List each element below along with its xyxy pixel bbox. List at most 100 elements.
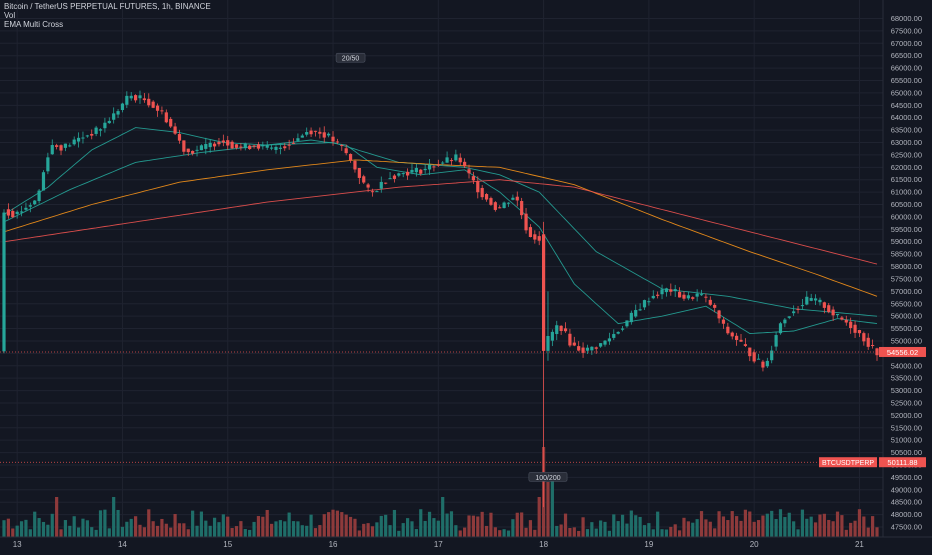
candle-body (142, 98, 146, 101)
candle-body (362, 176, 366, 183)
candle-body (182, 140, 186, 152)
volume-bar (41, 521, 46, 537)
candle-body (563, 328, 568, 332)
candle-body (638, 309, 642, 311)
volume-bar (68, 525, 72, 537)
price-tick-label: 67000.00 (891, 39, 922, 48)
volume-bar (138, 524, 142, 537)
candle-body (493, 202, 497, 210)
volume-bar (642, 525, 647, 537)
price-tick-label: 58000.00 (891, 262, 922, 271)
candle-body (835, 313, 840, 316)
ema-50-line (3, 142, 878, 317)
volume-bar (862, 516, 866, 537)
candle-body (348, 153, 353, 161)
candle-body (735, 335, 739, 340)
volume-bar (634, 515, 638, 537)
price-tick-label: 66000.00 (891, 64, 922, 73)
volume-bar (46, 524, 50, 537)
candle-body (379, 181, 383, 189)
volume-bar (287, 512, 291, 537)
candle-body (85, 135, 89, 137)
candle-body (6, 209, 10, 216)
candle-body (616, 331, 620, 334)
candle-body (160, 110, 164, 112)
volume-bar (28, 529, 32, 537)
volume-bar (217, 522, 221, 537)
candle-body (221, 140, 225, 143)
candle-body (590, 346, 594, 351)
candle-body (634, 310, 638, 317)
volume-bar (76, 527, 81, 537)
candle-body (414, 167, 418, 173)
candle-body (116, 111, 120, 115)
vol-label[interactable]: Vol (4, 11, 16, 20)
symbol-title[interactable]: Bitcoin / TetherUS PERPETUAL FUTURES, 1h… (4, 2, 211, 11)
volume-bar (427, 511, 432, 537)
candle-body (15, 211, 19, 214)
candle-body (98, 129, 103, 131)
volume-bar (533, 529, 537, 537)
volume-bar (506, 530, 511, 537)
candle-body (226, 140, 230, 146)
candle-body (76, 137, 81, 142)
volume-bar (489, 512, 493, 537)
candle-body (405, 171, 410, 176)
candle-body (603, 340, 607, 345)
ema-indicator-label[interactable]: EMA Multi Cross (4, 20, 64, 29)
annotation-label: 20/50 (342, 56, 360, 63)
volume-bar (283, 521, 287, 537)
price-marker-badge[interactable] (879, 346, 926, 357)
candle-body (818, 299, 822, 303)
candle-body (384, 182, 388, 184)
volume-bar (664, 529, 669, 537)
candle-body (827, 305, 831, 313)
volume-bar (436, 520, 440, 537)
price-tick-label: 55500.00 (891, 324, 922, 333)
price-tick-label: 50500.00 (891, 448, 922, 457)
volume-bar (616, 521, 620, 537)
price-marker-badge[interactable] (879, 457, 926, 468)
volume-bar (357, 530, 361, 537)
volume-bar (261, 516, 265, 537)
candle-body (809, 298, 813, 301)
candle-body (520, 201, 524, 216)
price-tick-label: 59500.00 (891, 225, 922, 234)
volume-bar (129, 518, 133, 537)
candle-body (792, 311, 796, 314)
candle-body (721, 319, 726, 324)
volume-bar (291, 521, 296, 537)
volume-bar (55, 497, 59, 537)
candle-body (274, 146, 278, 150)
volume-bar (221, 514, 225, 537)
candle-body (366, 184, 370, 188)
candle-body (305, 132, 309, 135)
volume-bar (730, 511, 734, 537)
volume-bar (125, 521, 129, 537)
candle-body (261, 144, 265, 147)
volume-bar (656, 511, 660, 537)
candle-body (502, 202, 506, 209)
volume-bar (831, 521, 835, 537)
candle-body (480, 187, 484, 198)
candle-body (476, 181, 480, 193)
volume-bar (147, 509, 151, 537)
volume-bar (353, 518, 357, 537)
price-tick-label: 48000.00 (891, 510, 922, 519)
candle-body (673, 289, 677, 292)
candle-body (296, 138, 300, 141)
volume-bar (454, 525, 458, 537)
time-tick-label: 14 (118, 540, 127, 549)
candle-body (871, 345, 875, 347)
volume-bar (116, 509, 120, 537)
volume-bar (765, 513, 769, 537)
volume-bar (177, 523, 182, 537)
price-tick-label: 53000.00 (891, 386, 922, 395)
price-tick-label: 56500.00 (891, 299, 922, 308)
candle-body (103, 122, 107, 129)
volume-bar (265, 509, 269, 537)
candle-body (717, 310, 721, 319)
volume-bar (59, 529, 63, 537)
